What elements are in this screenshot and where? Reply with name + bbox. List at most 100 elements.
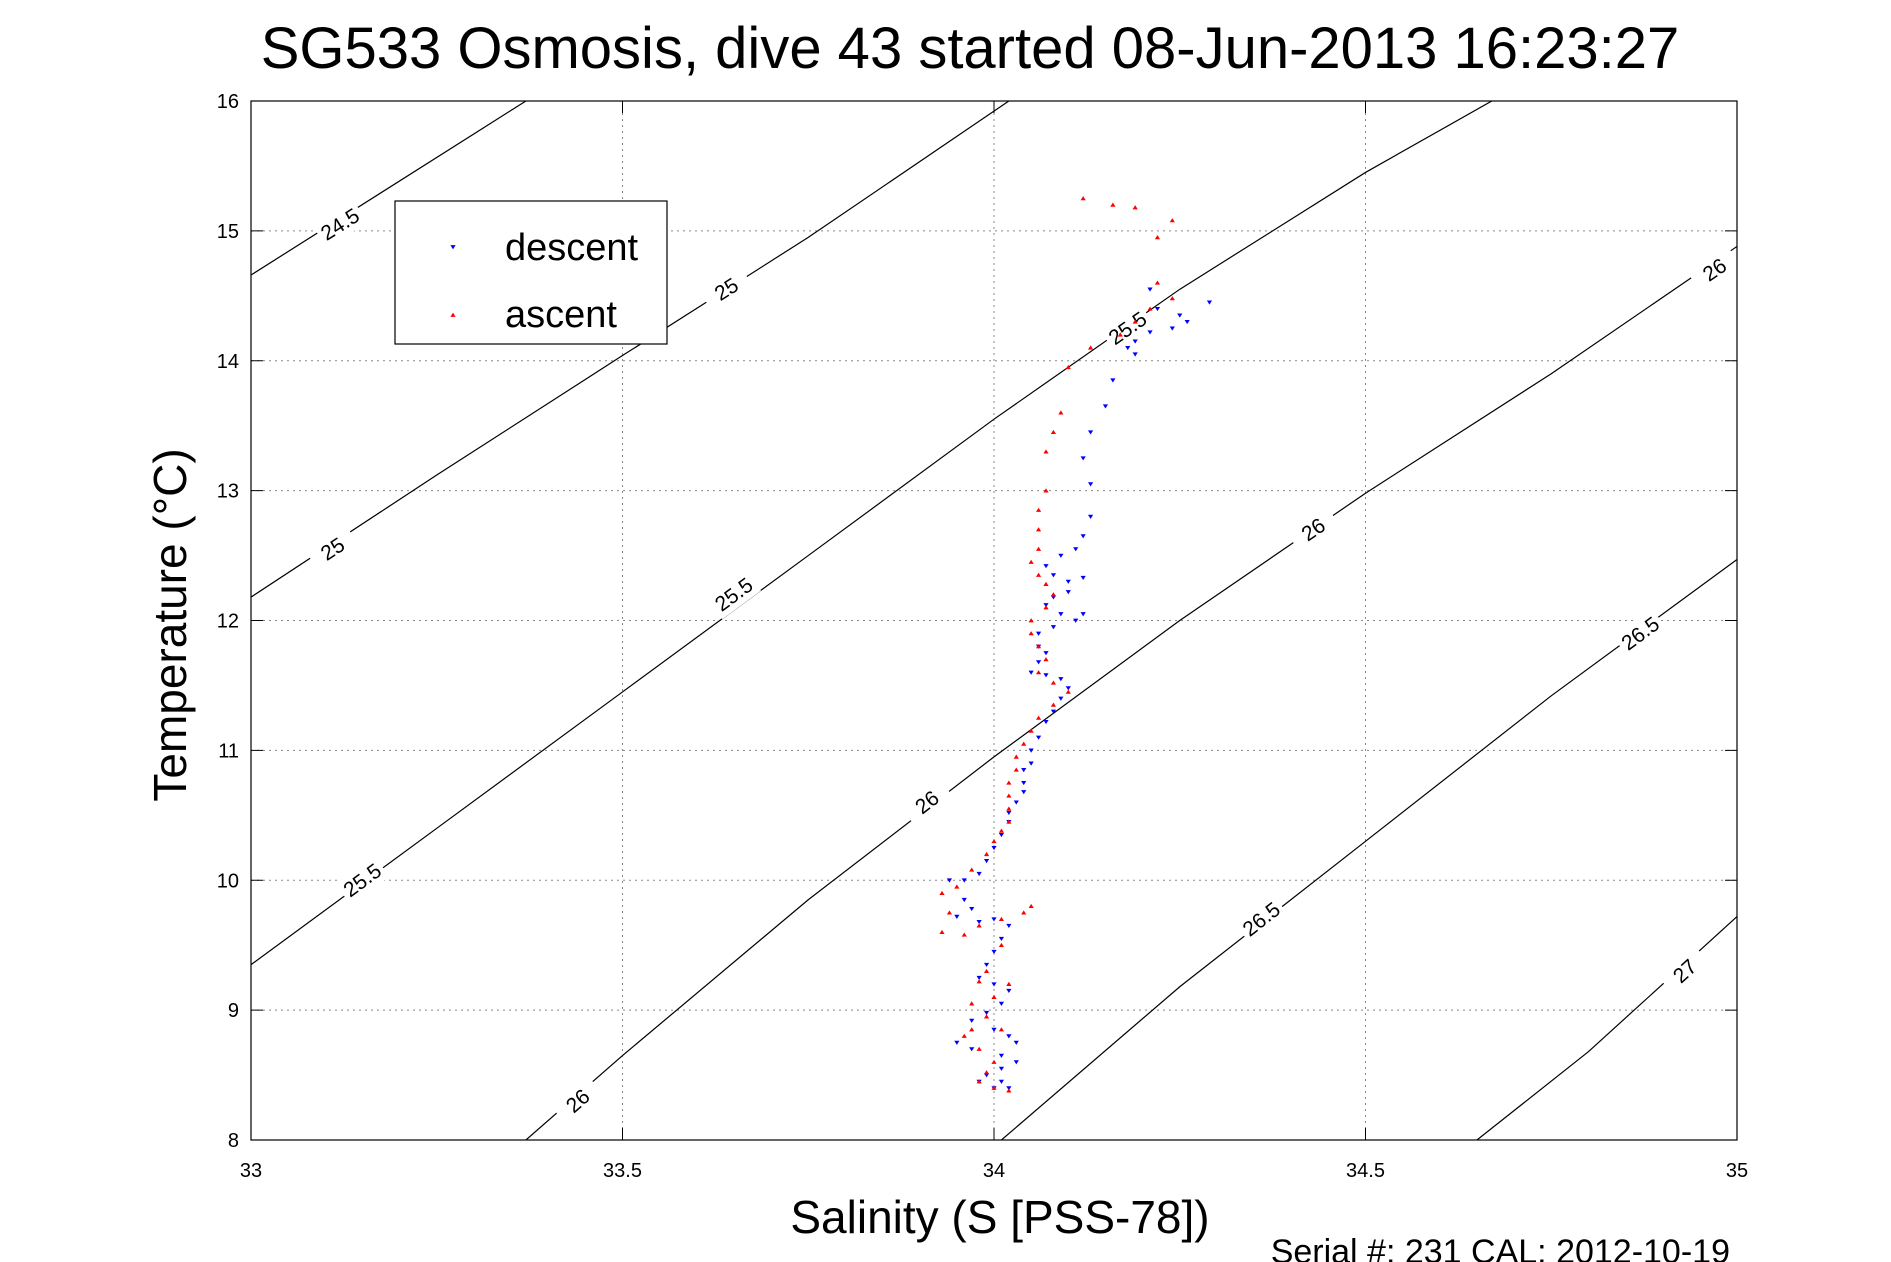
descent-point [1184, 319, 1190, 325]
descent-point [1080, 612, 1086, 617]
y-tick-label: 10 [217, 870, 239, 892]
ascent-point [1013, 767, 1019, 772]
descent-point [954, 1040, 960, 1045]
y-tick-label: 11 [218, 740, 239, 762]
descent-point [1043, 651, 1049, 656]
descent-point [1087, 430, 1094, 435]
ascent-point [1035, 644, 1042, 649]
descent-point [1021, 768, 1027, 773]
descent-point [1043, 673, 1049, 678]
descent-point [1050, 709, 1057, 714]
descent-point [1132, 339, 1138, 344]
ascent-point [1006, 806, 1012, 811]
ascent-point [991, 1085, 997, 1090]
ascent-point [983, 1014, 990, 1019]
descent-point [1177, 313, 1183, 318]
descent-point [1102, 404, 1109, 409]
x-tick-label: 34.5 [1346, 1160, 1385, 1182]
ascent-point [954, 884, 960, 889]
descent-point [1125, 345, 1131, 351]
ascent-point [998, 828, 1005, 833]
descent-point [991, 949, 997, 955]
ascent-point [1050, 592, 1057, 597]
descent-point [1028, 748, 1034, 753]
descent-point [1132, 352, 1138, 357]
ascent-point [1035, 572, 1042, 577]
ascent-point [1035, 546, 1042, 551]
ascent-point [1087, 345, 1094, 350]
descent-marker [450, 245, 456, 250]
contour-label-bg [1100, 303, 1155, 353]
descent-point [969, 1018, 975, 1023]
contour-label-bg [312, 200, 368, 249]
x-tick-label: 34 [983, 1160, 1005, 1182]
ascent-point [939, 929, 945, 935]
ascent-point [1043, 581, 1049, 586]
descent-point [1058, 553, 1064, 558]
ascent-point [998, 942, 1005, 948]
plot-border [250, 100, 1738, 1141]
y-tick-label: 8 [228, 1130, 239, 1152]
descent-point [969, 1047, 975, 1052]
ascent-point [1028, 618, 1034, 623]
x-tick-label: 33.5 [603, 1160, 642, 1182]
ascent-point [1028, 631, 1034, 636]
ascent-point [1006, 793, 1012, 798]
descent-point [1147, 330, 1153, 335]
ascent-point [1065, 364, 1071, 370]
y-tick-label: 13 [217, 481, 239, 503]
ascent-point [983, 1070, 990, 1075]
descent-point [976, 975, 982, 980]
contour-label-bg [1658, 945, 1712, 997]
descent-point [1043, 564, 1049, 569]
y-tick-label: 16 [217, 91, 239, 113]
legend-box [394, 200, 668, 345]
descent-point [1080, 456, 1086, 461]
descent-point [1006, 988, 1012, 993]
contour-label-bg [551, 1075, 605, 1127]
ascent-point [991, 838, 997, 844]
ascent-point [1043, 488, 1049, 493]
ascent-point [1169, 218, 1175, 223]
descent-point [1154, 306, 1161, 312]
plot-frame [250, 100, 1738, 1141]
descent-point [1035, 631, 1042, 636]
ascent-point [961, 932, 967, 937]
contour-line-24.5 [251, 101, 527, 276]
contour-label-bg [305, 525, 360, 574]
ascent-point [1043, 449, 1049, 454]
descent-point [1013, 800, 1019, 805]
descent-point [998, 1001, 1005, 1006]
ascent-point [1065, 689, 1071, 694]
ascent-point [998, 916, 1005, 922]
descent-point [961, 878, 967, 883]
contour-line-26.5 [1001, 558, 1737, 1140]
descent-point [1080, 575, 1086, 580]
ascent-point [1035, 670, 1042, 675]
descent-point [1006, 810, 1012, 816]
ascent-point [939, 890, 945, 896]
ascent-point [1132, 319, 1138, 324]
descent-point [1058, 612, 1064, 617]
ascent-point [976, 1046, 982, 1051]
descent-point [946, 878, 953, 883]
ascent-point [1021, 741, 1027, 746]
ascent-point [976, 1079, 982, 1084]
contour-label-bg [1286, 505, 1341, 554]
contour-label-bg [900, 777, 955, 828]
legend-marker-ascent [450, 312, 456, 317]
descent-point [954, 914, 960, 919]
legend-label-descent: descent [505, 227, 639, 269]
descent-point [1110, 378, 1116, 383]
descent-point [991, 917, 997, 922]
ascent-point [1035, 507, 1042, 512]
descent-point [1058, 696, 1064, 701]
contour-label-bg [699, 265, 754, 314]
chart-title: SG533 Osmosis, dive 43 started 08-Jun-20… [261, 16, 1680, 81]
descent-point [1013, 1040, 1019, 1045]
ascent-point [946, 910, 953, 915]
ascent-point [1147, 306, 1153, 311]
descent-point [1006, 923, 1012, 929]
ascent-marker [450, 312, 456, 317]
descent-point [1073, 618, 1079, 623]
